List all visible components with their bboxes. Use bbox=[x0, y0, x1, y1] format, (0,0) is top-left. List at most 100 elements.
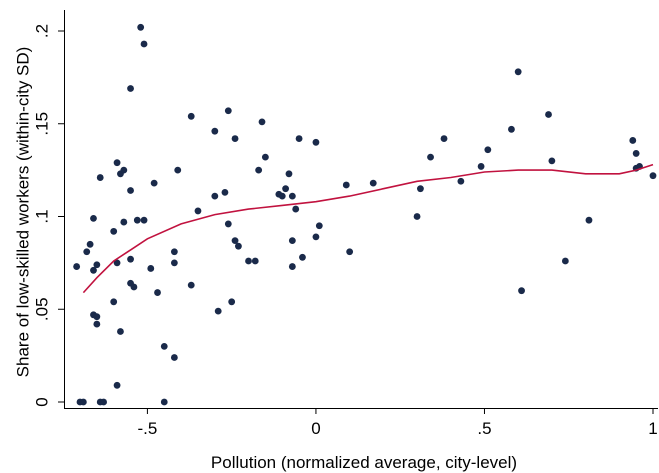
scatter-point bbox=[629, 137, 637, 144]
scatter-point bbox=[282, 185, 290, 193]
scatter-point bbox=[417, 185, 424, 193]
scatter-point bbox=[228, 298, 236, 306]
scatter-point bbox=[545, 111, 552, 118]
scatter-point bbox=[113, 381, 121, 389]
scatter-point bbox=[224, 220, 232, 228]
scatter-point bbox=[127, 187, 134, 194]
scatter-point bbox=[245, 257, 252, 265]
scatter-point bbox=[346, 248, 354, 256]
scatter-point bbox=[120, 166, 128, 174]
scatter-point bbox=[288, 237, 296, 245]
scatter-point bbox=[90, 214, 97, 222]
scatter-point bbox=[120, 218, 128, 226]
scatter-point bbox=[288, 192, 296, 200]
scatter-point bbox=[315, 222, 323, 230]
y-tick-label: 0 bbox=[32, 397, 51, 406]
scatter-point bbox=[79, 398, 87, 406]
scatter-point bbox=[285, 170, 293, 178]
scatter-point bbox=[231, 237, 239, 245]
scatter-point bbox=[160, 342, 168, 350]
scatter-point bbox=[484, 146, 492, 154]
plot-area bbox=[73, 23, 657, 406]
scatter-point bbox=[211, 127, 219, 135]
scatter-point bbox=[548, 157, 556, 165]
scatter-point bbox=[187, 281, 195, 289]
scatter-point bbox=[261, 153, 269, 161]
scatter-point bbox=[211, 192, 219, 200]
scatter-point bbox=[518, 287, 525, 295]
scatter-point bbox=[231, 135, 239, 142]
scatter-point bbox=[508, 125, 515, 133]
y-axis-ticks: 0 .05 .1 .15 .2 bbox=[32, 24, 64, 407]
scatter-point bbox=[174, 166, 182, 174]
scatter-point bbox=[275, 190, 283, 198]
scatter-point bbox=[299, 253, 306, 261]
scatter-point bbox=[93, 320, 101, 328]
scatter-point bbox=[235, 242, 242, 250]
scatter-point bbox=[150, 179, 158, 187]
scatter-point bbox=[342, 181, 350, 189]
scatter-point bbox=[110, 227, 118, 235]
scatter-point bbox=[93, 261, 101, 269]
scatter-point bbox=[73, 263, 81, 270]
scatter-point bbox=[160, 398, 168, 406]
scatter-point bbox=[113, 159, 121, 167]
scatter-point bbox=[170, 259, 178, 267]
y-tick-label: .15 bbox=[32, 112, 51, 136]
scatter-point bbox=[292, 205, 300, 213]
scatter-point bbox=[133, 216, 141, 224]
scatter-point bbox=[514, 68, 522, 76]
scatter-point bbox=[258, 118, 266, 126]
scatter-point bbox=[214, 307, 222, 315]
scatter-point bbox=[110, 298, 118, 306]
scatter-point bbox=[127, 85, 134, 92]
scatter-point bbox=[457, 177, 465, 185]
scatter-point bbox=[295, 135, 303, 142]
fit-line bbox=[82, 163, 654, 294]
scatter-point bbox=[427, 153, 434, 161]
scatter-point bbox=[170, 354, 178, 361]
scatter-point bbox=[113, 259, 121, 267]
x-tick-label: -.5 bbox=[137, 419, 157, 438]
scatter-point bbox=[312, 138, 320, 146]
scatter-point bbox=[224, 107, 232, 115]
scatter-point bbox=[83, 248, 91, 256]
scatter-point bbox=[140, 216, 148, 224]
scatter-point bbox=[312, 233, 320, 241]
scatter-point bbox=[137, 23, 145, 31]
scatter-point bbox=[221, 188, 229, 196]
scatter-point bbox=[100, 398, 107, 406]
x-tick-label: .5 bbox=[477, 419, 491, 438]
scatter-point bbox=[477, 163, 485, 170]
scatter-point bbox=[194, 207, 202, 215]
scatter-point bbox=[154, 289, 161, 296]
scatter-point bbox=[413, 213, 421, 220]
x-tick-label: 0 bbox=[311, 419, 320, 438]
y-tick-label: .2 bbox=[32, 24, 51, 38]
scatter-point bbox=[649, 172, 657, 180]
scatter-point bbox=[86, 240, 94, 248]
scatter-point bbox=[251, 257, 259, 265]
y-axis-label: Share of low-skilled workers (within-cit… bbox=[13, 47, 32, 378]
scatter-point bbox=[187, 112, 195, 120]
scatter-point bbox=[561, 257, 569, 265]
scatter-point bbox=[170, 248, 178, 256]
scatter-point bbox=[117, 328, 124, 335]
scatter-point bbox=[632, 150, 640, 157]
scatter-point bbox=[440, 135, 448, 142]
scatter-point bbox=[130, 283, 138, 291]
y-tick-label: .05 bbox=[32, 297, 51, 321]
x-tick-label: 1 bbox=[648, 419, 657, 438]
scatter-point bbox=[369, 179, 377, 187]
x-axis-label: Pollution (normalized average, city-leve… bbox=[211, 453, 517, 472]
scatter-point bbox=[147, 265, 155, 272]
scatter-point bbox=[288, 263, 296, 270]
scatter-point bbox=[90, 266, 97, 274]
scatter-point bbox=[585, 216, 593, 224]
y-tick-label: .1 bbox=[32, 209, 51, 223]
scatter-point bbox=[140, 40, 148, 48]
scatter-point bbox=[127, 255, 134, 263]
scatter-point bbox=[255, 166, 263, 174]
scatter-point bbox=[96, 174, 104, 181]
